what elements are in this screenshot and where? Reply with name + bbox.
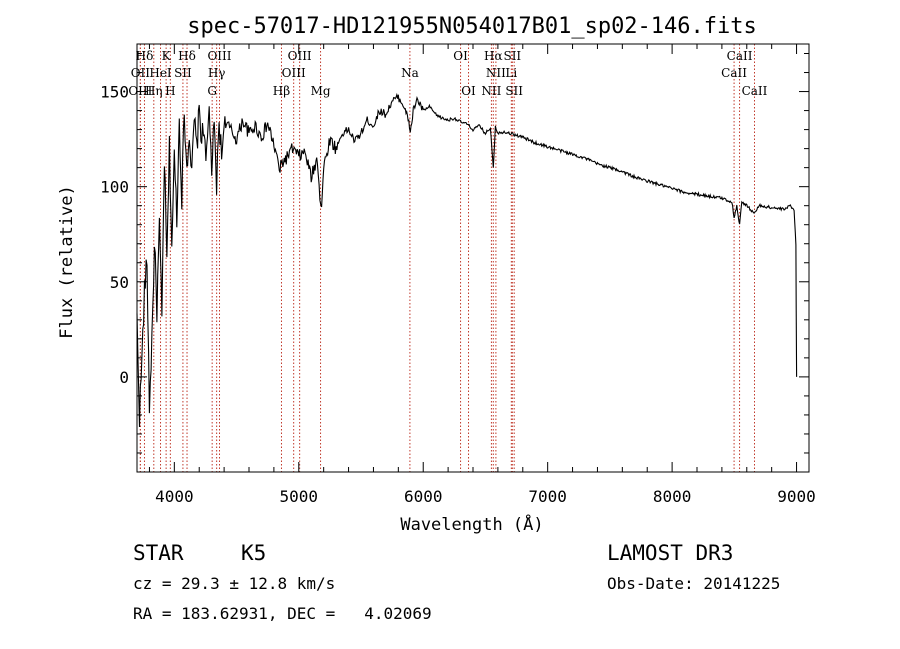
x-axis-ticks: 4000 5000 6000 7000 8000 9000 <box>148 44 816 506</box>
y-axis-ticks: 0 50 100 150 <box>100 53 809 454</box>
spectral-line-label: CaII <box>721 66 747 80</box>
chart-title: spec-57017-HD121955N054017B01_sp02-146.f… <box>187 14 757 39</box>
x-tick-label: 4000 <box>155 487 194 506</box>
spectral-line-label: G <box>207 84 217 98</box>
x-tick-label: 6000 <box>404 487 443 506</box>
spectral-line-label: CaII <box>727 49 753 63</box>
spectral-line-label: Hδ <box>136 49 154 63</box>
redshift-value: cz = 29.3 ± 12.8 km/s <box>133 574 336 593</box>
spectral-line-label: CaII <box>742 84 768 98</box>
observation-date: Obs-Date: 20141225 <box>607 574 781 593</box>
spectral-line-label: Hγ <box>208 66 226 80</box>
x-tick-label: 8000 <box>653 487 692 506</box>
spectral-line-label: Hδ <box>178 49 196 63</box>
x-tick-label: 9000 <box>777 487 816 506</box>
spectral-line-label: Hη <box>145 84 163 98</box>
spectral-line-label: OIII <box>288 49 312 63</box>
spectral-line-label: H <box>165 84 175 98</box>
spectral-line-label: SII <box>503 49 521 63</box>
y-axis-label: Flux (relative) <box>57 185 77 339</box>
spectral-line-label: Hβ <box>273 84 290 98</box>
spectral-line-label: SII <box>505 84 523 98</box>
y-tick-label: 0 <box>119 368 129 387</box>
object-class: STAR <box>133 541 184 565</box>
y-tick-label: 100 <box>100 178 129 197</box>
spectral-line-label: Na <box>401 66 419 80</box>
spectral-line-label: OIII <box>282 66 306 80</box>
spectral-line-label: OI <box>461 84 476 98</box>
spectral-line-label: SII <box>174 66 192 80</box>
spectral-line-label: Li <box>505 66 517 80</box>
spectral-line-label: HeI <box>149 66 172 80</box>
spectral-line-label: OI <box>453 49 468 63</box>
spectral-line-label: OIII <box>207 49 231 63</box>
x-tick-label: 5000 <box>280 487 319 506</box>
spectral-line-label: K <box>162 49 172 63</box>
object-subclass: K5 <box>241 541 267 565</box>
y-tick-label: 150 <box>100 83 129 102</box>
survey-name: LAMOST DR3 <box>607 541 734 565</box>
coordinates: RA = 183.62931, DEC = 4.02069 <box>133 604 432 623</box>
spectral-line-label: OIII <box>128 84 152 98</box>
spectral-line-label: Hα <box>484 49 503 63</box>
flux-line <box>136 92 798 428</box>
plot-frame <box>136 43 810 473</box>
spectral-line-label: Mg <box>311 84 331 98</box>
y-tick-label: 50 <box>110 273 129 292</box>
x-tick-label: 7000 <box>528 487 567 506</box>
spectral-line-label: NII <box>481 84 501 98</box>
x-axis-label: Wavelength (Å) <box>400 513 543 535</box>
spectral-line-label: NII <box>486 66 506 80</box>
spectral-line-markers <box>139 44 755 472</box>
